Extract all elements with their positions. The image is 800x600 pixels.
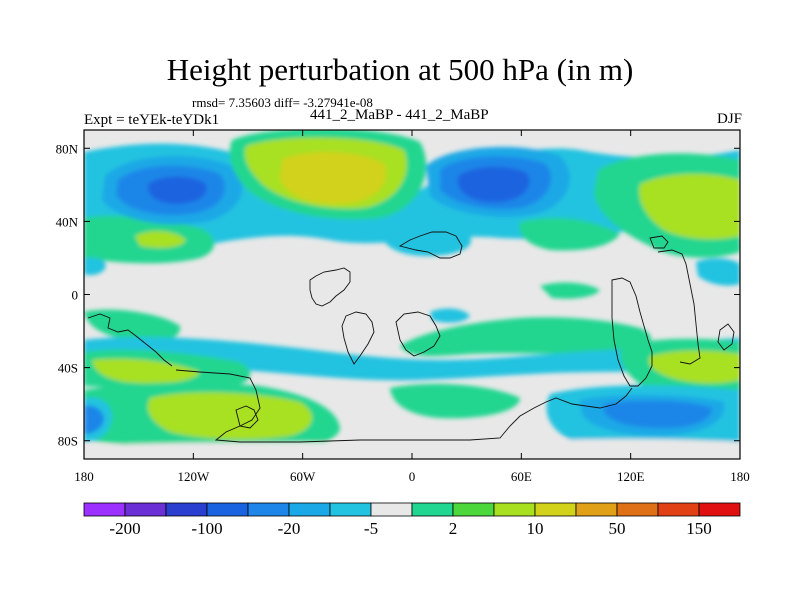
- contour-southern-yellowgreen: [147, 392, 313, 440]
- colorbar-tick-label: -5: [364, 519, 378, 538]
- coastline-layer: [87, 231, 735, 443]
- latitude-axis: 80N 40N 0 40S 80S: [56, 141, 740, 449]
- lat-tick-label: 40N: [56, 214, 79, 229]
- stats-label: rmsd= 7.35603 diff= -3.27941e-08: [192, 95, 373, 110]
- contour-midlat-green: [519, 217, 620, 251]
- colorbar-swatch: [288, 502, 331, 517]
- colorbar-swatch: [329, 502, 372, 517]
- coastline-western-pacific-ridge: [657, 249, 701, 365]
- contour-indian-green-strip: [540, 282, 600, 299]
- contour-south-east-yellowgreen: [648, 350, 740, 384]
- plot-title: Height perturbation at 500 hPa (in m): [166, 52, 634, 87]
- contour-antarctic-blue-east-inner: [604, 400, 712, 428]
- experiment-label: Expt = teYEk-teYDk1: [84, 112, 220, 128]
- coastline-australia-east-asia: [611, 277, 653, 387]
- contour-northwest-yellowgreen: [135, 231, 186, 248]
- season-label: DJF: [716, 111, 742, 127]
- colorbar-swatch: [83, 502, 126, 517]
- contour-east-pacific-blue: [84, 257, 106, 276]
- lon-tick-label: 60E: [511, 469, 532, 484]
- lon-tick-label: 120W: [177, 469, 210, 484]
- contour-tropical-green-band: [400, 317, 651, 357]
- colorbar-swatch: [452, 502, 495, 517]
- colorbar-swatch: [575, 502, 618, 517]
- colorbar-swatch: [411, 502, 454, 517]
- contour-antarctic-blue-west-core: [84, 405, 104, 434]
- lon-tick-label: 60W: [290, 469, 316, 484]
- colorbar-tick-label: 150: [686, 519, 712, 538]
- lon-tick-label: 0: [409, 469, 416, 484]
- coastline-antarctica: [175, 369, 633, 443]
- colorbar-tick-label: 50: [609, 519, 626, 538]
- colorbar-swatch: [534, 502, 577, 517]
- contour-atlantic-high-core: [280, 152, 386, 205]
- colorbar-tick-label: 2: [449, 519, 458, 538]
- contour-eurasia-low-core: [458, 166, 530, 203]
- lat-tick-label: 80N: [56, 141, 79, 156]
- lat-tick-label: 0: [72, 288, 79, 303]
- contour-south-west-yellowgreen: [92, 358, 200, 384]
- coastline-new-zealand: [717, 323, 735, 351]
- colorbar: [83, 502, 741, 517]
- contour-polar-neutral-strip: [84, 439, 740, 459]
- contour-ne-pacific-blue: [696, 258, 740, 286]
- comparison-subtitle: 441_2_MaBP - 441_2_MaBP: [310, 107, 489, 123]
- lon-tick-label: 180: [730, 469, 750, 484]
- colorbar-labels: -200 -100 -20 -5 2 10 50 150: [109, 519, 711, 538]
- lat-tick-label: 80S: [58, 434, 78, 449]
- coastline-west-pacific-islands: [649, 235, 669, 249]
- lon-tick-label: 120E: [617, 469, 645, 484]
- colorbar-swatch: [370, 502, 413, 517]
- colorbar-tick-label: 10: [527, 519, 544, 538]
- coastline-south-america: [341, 311, 375, 365]
- coastline-pacific-islands: [87, 313, 173, 367]
- coastline-antarctic-peninsula: [235, 405, 259, 429]
- coastline-africa: [395, 311, 441, 357]
- lon-tick-label: 180: [74, 469, 94, 484]
- lat-tick-label: 40S: [58, 361, 78, 376]
- contour-south-atlantic-green: [390, 383, 520, 419]
- colorbar-swatch: [247, 502, 290, 517]
- coastline-north-america: [309, 267, 351, 307]
- colorbar-swatch: [698, 502, 741, 517]
- contour-pacific-ne-high: [639, 173, 740, 240]
- colorbar-swatch: [657, 502, 700, 517]
- contour-asia-blue-patch: [380, 228, 472, 256]
- colorbar-tick-label: -200: [109, 519, 140, 538]
- colorbar-swatch: [616, 502, 659, 517]
- contour-fill-layer: [84, 130, 740, 459]
- contour-tropical-blue-dots: [430, 308, 470, 323]
- longitude-axis: 180 120W 60W 0 60E 120E 180: [74, 130, 750, 484]
- colorbar-tick-label: -20: [278, 519, 301, 538]
- coastline-asia: [398, 231, 463, 259]
- contour-pacific-low-core: [147, 176, 207, 204]
- colorbar-swatch: [124, 502, 167, 517]
- colorbar-swatch: [165, 502, 208, 517]
- colorbar-swatch: [206, 502, 249, 517]
- colorbar-swatch: [493, 502, 536, 517]
- colorbar-tick-label: -100: [191, 519, 222, 538]
